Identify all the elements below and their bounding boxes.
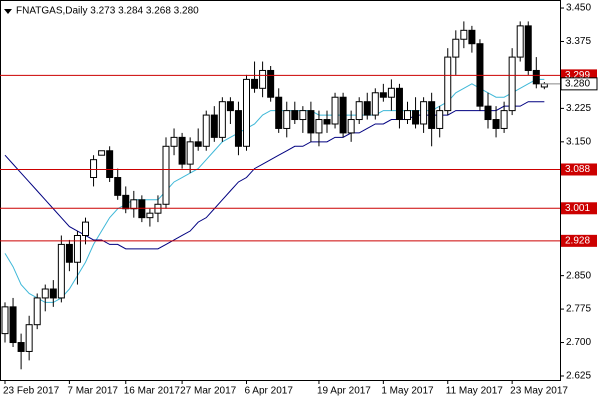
y-tick-label: 3.450 bbox=[566, 3, 591, 14]
candle-body bbox=[146, 212, 154, 219]
candle-body bbox=[162, 145, 170, 205]
candle-body bbox=[428, 101, 436, 129]
candle-body bbox=[202, 114, 210, 147]
level-label-box bbox=[561, 202, 597, 215]
level-label: 3.299 bbox=[565, 70, 590, 81]
candle-body bbox=[25, 324, 33, 352]
candle-body bbox=[82, 221, 89, 236]
candle-body bbox=[90, 159, 98, 179]
x-tick-label: 16 Mar 2017 bbox=[124, 386, 181, 397]
candle-body bbox=[122, 194, 130, 210]
candle-body bbox=[275, 96, 283, 129]
candle-body bbox=[291, 110, 299, 121]
candle-body bbox=[355, 101, 363, 121]
candle-body bbox=[65, 243, 73, 263]
candle-body bbox=[259, 69, 267, 89]
candle-body bbox=[323, 119, 331, 125]
plot-frame bbox=[0, 0, 561, 381]
candle-body bbox=[339, 96, 347, 134]
level-label: 3.001 bbox=[565, 203, 590, 214]
candle-body bbox=[452, 38, 460, 58]
candle-body bbox=[210, 114, 218, 138]
candle-body bbox=[500, 110, 508, 129]
candle-body bbox=[33, 297, 41, 326]
candle-body bbox=[331, 96, 339, 125]
candle-body bbox=[98, 150, 106, 156]
candle-body bbox=[436, 110, 444, 129]
candle-body bbox=[524, 25, 532, 71]
candle-body bbox=[267, 69, 275, 98]
candle-body bbox=[243, 78, 250, 147]
candle-body bbox=[371, 92, 379, 116]
candle-body bbox=[106, 150, 114, 179]
candle-body bbox=[420, 101, 428, 125]
x-tick-label: 6 Apr 2017 bbox=[245, 386, 294, 397]
y-tick-label: 2.625 bbox=[566, 371, 591, 382]
chart-title: FNATGAS,Daily 3.273 3.284 3.268 3.280 bbox=[16, 6, 199, 17]
candle-body bbox=[508, 56, 516, 112]
current-price-box bbox=[560, 77, 598, 91]
candle-body bbox=[460, 29, 468, 40]
x-tick-label: 27 Mar 2017 bbox=[180, 386, 237, 397]
x-tick-label: 11 May 2017 bbox=[446, 386, 504, 397]
y-tick-label: 2.850 bbox=[566, 270, 591, 281]
candle-body bbox=[315, 119, 323, 134]
candle-body bbox=[251, 78, 259, 89]
candle-body bbox=[218, 101, 226, 138]
y-tick-label: 3.375 bbox=[566, 36, 591, 47]
level-label: 3.088 bbox=[565, 164, 590, 175]
moving-average bbox=[4, 101, 545, 250]
menu-icon bbox=[4, 9, 12, 14]
candle-body bbox=[114, 177, 122, 196]
candle-body bbox=[363, 101, 371, 116]
candle-body bbox=[468, 29, 476, 45]
candle-body bbox=[178, 136, 186, 165]
candle-body bbox=[395, 87, 403, 121]
candle-body bbox=[484, 105, 492, 121]
candle-body bbox=[307, 110, 315, 134]
x-tick-label: 23 Feb 2017 bbox=[3, 386, 60, 397]
candle-body bbox=[516, 25, 524, 58]
candle-body bbox=[299, 110, 307, 121]
moving-average bbox=[4, 78, 545, 303]
candle-body bbox=[532, 69, 540, 85]
level-label: 2.928 bbox=[565, 235, 590, 246]
candle-body bbox=[387, 87, 395, 98]
x-tick-label: 19 Apr 2017 bbox=[317, 386, 371, 397]
x-tick-label: 7 Mar 2017 bbox=[67, 386, 118, 397]
level-label-box bbox=[561, 234, 597, 247]
candle-body bbox=[41, 288, 49, 299]
candle-body bbox=[17, 342, 25, 352]
candle-body bbox=[194, 141, 202, 147]
level-label-box bbox=[561, 163, 597, 176]
candle-body bbox=[49, 288, 57, 299]
y-tick-label: 2.700 bbox=[566, 337, 591, 348]
x-tick-label: 1 May 2017 bbox=[381, 386, 434, 397]
y-tick-label: 2.775 bbox=[566, 304, 591, 315]
candle-body bbox=[73, 234, 81, 263]
x-tick-label: 23 May 2017 bbox=[510, 386, 568, 397]
candle-body bbox=[404, 110, 411, 121]
candle-body bbox=[57, 243, 65, 299]
candle-body bbox=[130, 199, 138, 210]
candle-body bbox=[9, 306, 17, 344]
y-tick-label: 3.150 bbox=[566, 136, 591, 147]
current-price-label: 3.280 bbox=[565, 78, 590, 89]
candle-body bbox=[283, 110, 291, 129]
candle-body bbox=[412, 110, 420, 125]
candle-body bbox=[1, 306, 9, 335]
candle-body bbox=[170, 136, 178, 147]
candle-body bbox=[379, 92, 387, 98]
candle-body bbox=[186, 141, 194, 165]
candle-body bbox=[226, 101, 234, 112]
candle-body bbox=[347, 119, 355, 134]
candle-body bbox=[492, 119, 500, 129]
candle-body bbox=[234, 110, 242, 147]
candle-body bbox=[444, 56, 452, 112]
y-tick-label: 3.225 bbox=[566, 103, 591, 114]
